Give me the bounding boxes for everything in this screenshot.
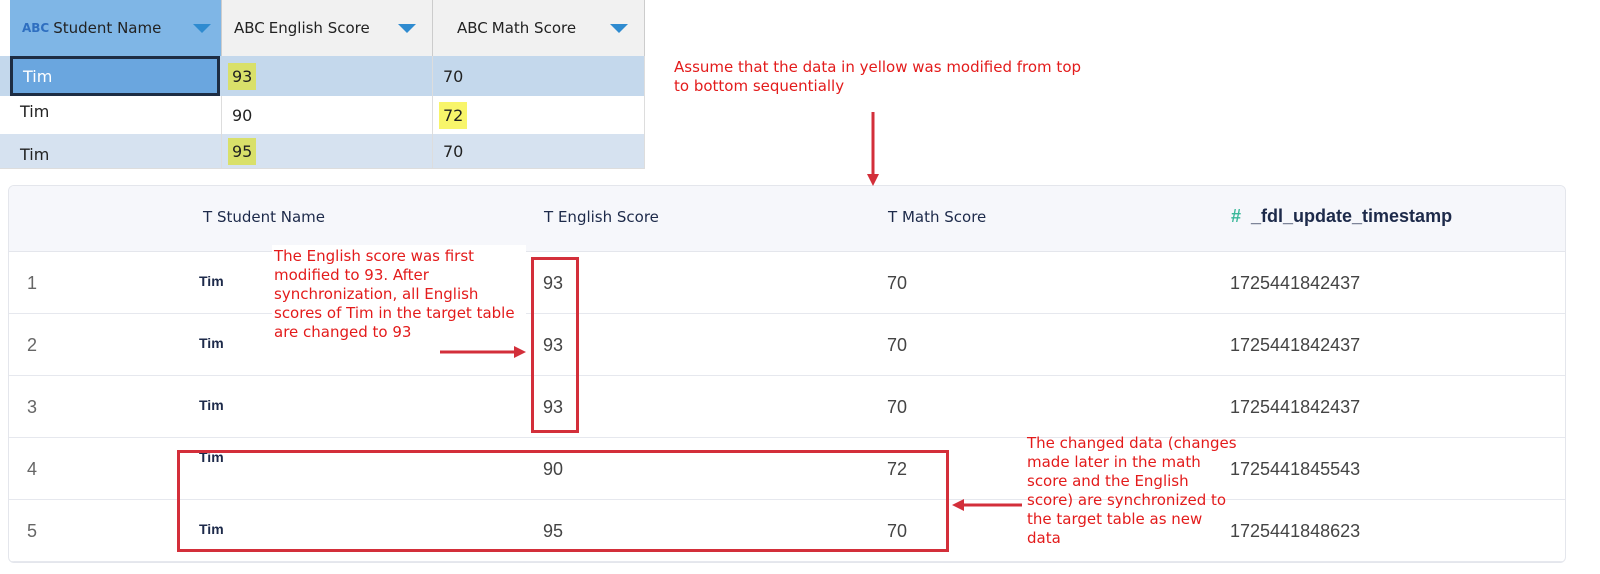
english-cell: 93 — [543, 397, 564, 417]
dropdown-icon[interactable] — [398, 24, 416, 33]
english-cell[interactable]: 95 — [222, 134, 433, 168]
dropdown-icon[interactable] — [193, 24, 211, 33]
highlight-box-english — [531, 257, 579, 433]
column-header-student-name[interactable]: ABC Student Name — [10, 0, 222, 56]
column-header-english-score[interactable]: ABC English Score — [222, 0, 433, 56]
row-index: 1 — [27, 273, 38, 293]
math-cell: 70 — [887, 335, 908, 355]
table-row[interactable]: 5 Tim 95 70 1725441848623 — [9, 499, 1565, 562]
name-cell[interactable]: Tim — [10, 134, 222, 168]
highlight-box-new-rows — [177, 450, 949, 552]
english-cell: 93 — [543, 335, 564, 355]
math-cell[interactable]: 72 — [433, 96, 645, 134]
math-cell: 72 — [887, 459, 908, 479]
timestamp-cell: 1725441845543 — [1230, 459, 1361, 479]
math-cell: 70 — [887, 521, 908, 541]
column-header-student-name[interactable]: T Student Name — [203, 208, 325, 226]
header-label: Student Name — [53, 19, 162, 37]
text-type-icon: ABC — [22, 21, 50, 35]
name-cell: Tim — [199, 521, 224, 537]
source-table: ABC Student Name ABC English Score ABC Math… — [0, 0, 645, 169]
cell-text: 70 — [443, 141, 464, 161]
header-label: Math Score — [491, 19, 577, 37]
cell-text: 90 — [232, 105, 253, 125]
math-cell: 70 — [887, 397, 908, 417]
name-cell: Tim — [199, 335, 224, 351]
timestamp-cell: 1725441842437 — [1230, 335, 1361, 355]
text-type-icon: T — [544, 208, 554, 226]
arrow-down-icon — [867, 112, 879, 186]
cell-text: Tim — [20, 102, 50, 121]
math-cell[interactable]: 70 — [433, 134, 645, 168]
table-header: T Student Name T English Score T Math Sc… — [9, 186, 1565, 252]
header-label: _fdl_update_timestamp — [1251, 206, 1453, 226]
cell-text: 93 — [228, 62, 257, 90]
column-header-timestamp[interactable]: # _fdl_update_timestamp — [1231, 206, 1452, 227]
header-label: English Score — [268, 19, 370, 37]
math-cell[interactable]: 70 — [433, 56, 645, 96]
arrow-right-icon — [440, 346, 526, 358]
table-row[interactable]: Tim 93 70 — [0, 56, 645, 97]
column-header-english-score[interactable]: T English Score — [544, 208, 659, 226]
name-cell[interactable]: Tim — [10, 96, 222, 134]
name-cell: Tim — [199, 449, 224, 465]
row-index: 5 — [27, 521, 38, 541]
cell-text: Tim — [20, 145, 50, 164]
column-header-math-score[interactable]: ABC Math Score — [433, 0, 645, 56]
timestamp-cell: 1725441848623 — [1230, 521, 1361, 541]
cell-text: 70 — [443, 66, 464, 86]
arrow-left-icon — [952, 499, 1022, 511]
number-type-icon: # — [1231, 206, 1242, 226]
english-cell: 90 — [543, 459, 564, 479]
cell-text: 95 — [228, 137, 257, 165]
cell-text: 72 — [439, 101, 468, 129]
name-cell: Tim — [199, 397, 224, 413]
annotation-changed: The changed data (changes made later in … — [1027, 434, 1237, 547]
text-type-icon: T — [888, 208, 898, 226]
row-index: 2 — [27, 335, 38, 355]
column-header-math-score[interactable]: T Math Score — [888, 208, 986, 226]
english-cell: 93 — [543, 273, 564, 293]
dropdown-icon[interactable] — [610, 24, 628, 33]
header-label: Student Name — [216, 208, 326, 226]
row-index: 4 — [27, 459, 38, 479]
table-row[interactable]: 3 Tim 93 70 1725441842437 — [9, 375, 1565, 438]
text-type-icon: T — [203, 208, 213, 226]
annotation-english: The English score was first modified to … — [272, 245, 526, 344]
annotation-top: Assume that the data in yellow was modif… — [674, 58, 1082, 95]
cell-text: Tim — [23, 66, 53, 86]
english-cell: 95 — [543, 521, 564, 541]
header-label: Math Score — [901, 208, 987, 226]
row-index: 3 — [27, 397, 38, 417]
target-table: T Student Name T English Score T Math Sc… — [8, 185, 1566, 563]
timestamp-cell: 1725441842437 — [1230, 397, 1361, 417]
header-label: English Score — [557, 208, 659, 226]
text-type-icon: ABC — [457, 19, 488, 37]
math-cell: 70 — [887, 273, 908, 293]
table-row[interactable]: 2 Tim 93 70 1725441842437 — [9, 313, 1565, 376]
name-cell: Tim — [199, 273, 224, 289]
name-cell[interactable]: Tim — [10, 56, 220, 96]
table-row[interactable]: 1 Tim 93 70 1725441842437 — [9, 251, 1565, 314]
text-type-icon: ABC — [234, 19, 265, 37]
table-row[interactable]: Tim 95 70 — [0, 134, 645, 169]
table-row[interactable]: Tim 90 72 — [0, 96, 645, 135]
timestamp-cell: 1725441842437 — [1230, 273, 1361, 293]
english-cell[interactable]: 93 — [222, 56, 433, 96]
table-row[interactable]: 4 Tim 90 72 1725441845543 — [9, 437, 1565, 500]
english-cell[interactable]: 90 — [222, 96, 433, 134]
